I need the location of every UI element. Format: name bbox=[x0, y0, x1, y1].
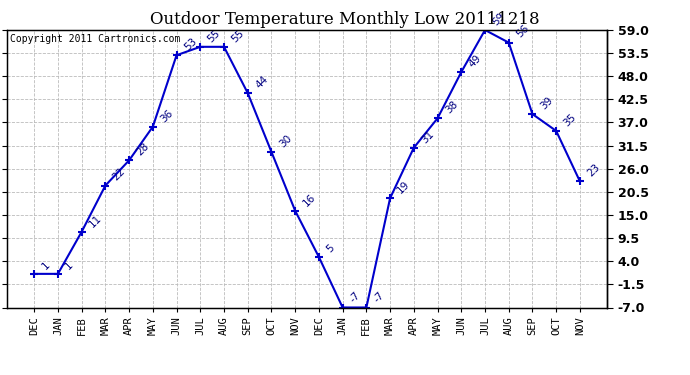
Text: 55: 55 bbox=[206, 28, 222, 44]
Text: Copyright 2011 Cartronics.com: Copyright 2011 Cartronics.com bbox=[10, 34, 180, 44]
Text: -7: -7 bbox=[372, 290, 386, 305]
Text: -7: -7 bbox=[348, 290, 363, 305]
Text: 19: 19 bbox=[395, 179, 412, 195]
Text: 56: 56 bbox=[514, 23, 531, 40]
Text: 59: 59 bbox=[491, 11, 507, 27]
Text: 16: 16 bbox=[301, 192, 317, 208]
Text: 55: 55 bbox=[230, 28, 246, 44]
Text: 23: 23 bbox=[586, 162, 602, 178]
Text: 1: 1 bbox=[40, 260, 52, 271]
Text: 36: 36 bbox=[159, 108, 175, 124]
Text: 28: 28 bbox=[135, 141, 151, 158]
Text: 31: 31 bbox=[420, 129, 436, 145]
Text: 39: 39 bbox=[538, 95, 555, 111]
Text: 30: 30 bbox=[277, 133, 293, 149]
Text: 1: 1 bbox=[63, 260, 75, 271]
Text: 38: 38 bbox=[443, 99, 460, 116]
Text: 11: 11 bbox=[87, 213, 104, 229]
Text: 44: 44 bbox=[253, 74, 270, 90]
Text: 35: 35 bbox=[562, 112, 578, 128]
Text: 53: 53 bbox=[182, 36, 199, 52]
Text: 49: 49 bbox=[467, 53, 483, 69]
Text: 22: 22 bbox=[111, 166, 128, 183]
Text: Outdoor Temperature Monthly Low 20111218: Outdoor Temperature Monthly Low 20111218 bbox=[150, 11, 540, 28]
Text: 5: 5 bbox=[324, 243, 336, 254]
